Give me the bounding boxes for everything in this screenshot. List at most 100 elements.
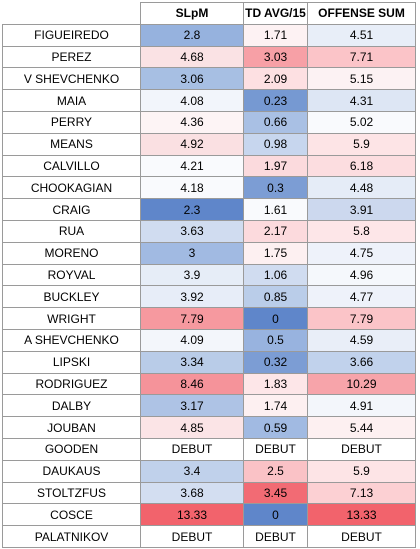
offense-sum-cell: 4.31 [307,89,416,112]
header-offense-sum: OFFENSE SUM [307,2,416,25]
fighter-name-cell: MORENO [2,241,141,265]
offense-sum-cell: 7.79 [307,307,416,330]
fighter-name-cell: PEREZ [2,45,141,69]
table-row: WRIGHT 7.79 0 7.79 [2,307,416,330]
table-row: CHOOKAGIAN 4.18 0.3 4.48 [2,176,416,200]
fighter-name-cell: A SHEVCHENKO [2,328,141,352]
offense-sum-cell: 4.77 [307,285,416,309]
fighter-name-cell: BUCKLEY [2,285,141,309]
fighter-name-cell: ROYVAL [2,263,141,287]
slpm-cell: 4.85 [140,416,244,439]
slpm-cell: 4.36 [140,110,244,134]
slpm-cell: 2.8 [140,23,244,47]
table-row: PEREZ 4.68 3.03 7.71 [2,45,416,69]
table-row: CRAIG 2.3 1.61 3.91 [2,198,416,221]
td-avg-cell: 1.61 [243,198,308,221]
fighter-name-cell: V SHEVCHENKO [2,67,141,91]
td-avg-cell: 0.32 [243,350,308,374]
td-avg-cell: 1.74 [243,394,308,418]
offense-sum-cell: 13.33 [307,503,416,527]
fighter-name-cell: DAUKAUS [2,459,141,483]
slpm-cell: 4.18 [140,176,244,200]
td-avg-cell: 0.66 [243,110,308,134]
slpm-cell: 3.9 [140,263,244,287]
td-avg-cell: 0 [243,307,308,330]
td-avg-cell: 0.3 [243,176,308,200]
table-row: GOODEN DEBUT DEBUT DEBUT [2,437,416,461]
table-row: DALBY 3.17 1.74 4.91 [2,394,416,418]
offense-sum-cell: 4.48 [307,176,416,200]
slpm-cell: DEBUT [140,437,244,461]
header-row: SLpM TD AVG/15 OFFENSE SUM [2,2,416,25]
fighter-name-cell: MAIA [2,89,141,112]
td-avg-cell: 0.59 [243,416,308,439]
td-avg-cell: 2.17 [243,219,308,243]
fighter-name-cell: GOODEN [2,437,141,461]
fighter-name-cell: RODRIGUEZ [2,372,141,396]
corner-header-cell [2,2,141,25]
header-td-avg: TD AVG/15 [243,2,308,25]
offense-sum-cell: 4.91 [307,394,416,418]
table-row: PALATNIKOV DEBUT DEBUT DEBUT [2,525,416,548]
header-slpm: SLpM [140,2,244,25]
fighter-name-cell: CALVILLO [2,154,141,178]
table-row: BUCKLEY 3.92 0.85 4.77 [2,285,416,309]
offense-sum-cell: 5.9 [307,459,416,483]
td-avg-cell: 0.98 [243,132,308,156]
offense-sum-cell: 3.91 [307,198,416,221]
table-row: LIPSKI 3.34 0.32 3.66 [2,350,416,374]
td-avg-cell: 1.97 [243,154,308,178]
table-row: STOLTZFUS 3.68 3.45 7.13 [2,481,416,505]
offense-sum-cell: 4.75 [307,241,416,265]
td-avg-cell: 3.45 [243,481,308,505]
slpm-cell: 4.21 [140,154,244,178]
slpm-cell: 4.09 [140,328,244,352]
slpm-cell: 3.17 [140,394,244,418]
table-row: CALVILLO 4.21 1.97 6.18 [2,154,416,178]
table-row: FIGUEIREDO 2.8 1.71 4.51 [2,23,416,47]
slpm-cell: 4.08 [140,89,244,112]
offense-sum-cell: 5.44 [307,416,416,439]
td-avg-cell: 2.09 [243,67,308,91]
slpm-cell: 4.92 [140,132,244,156]
offense-sum-cell: 6.18 [307,154,416,178]
td-avg-cell: DEBUT [243,437,308,461]
offense-sum-cell: 4.59 [307,328,416,352]
slpm-cell: DEBUT [140,525,244,548]
offense-sum-cell: DEBUT [307,437,416,461]
td-avg-cell: 0.5 [243,328,308,352]
td-avg-cell: 2.5 [243,459,308,483]
td-avg-cell: 0 [243,503,308,527]
table-row: DAUKAUS 3.4 2.5 5.9 [2,459,416,483]
offense-sum-cell: 5.9 [307,132,416,156]
fighter-name-cell: RUA [2,219,141,243]
slpm-cell: 3.92 [140,285,244,309]
table-row: RUA 3.63 2.17 5.8 [2,219,416,243]
table-row: JOUBAN 4.85 0.59 5.44 [2,416,416,439]
td-avg-cell: DEBUT [243,525,308,548]
table-row: MAIA 4.08 0.23 4.31 [2,89,416,112]
table-row: PERRY 4.36 0.66 5.02 [2,110,416,134]
td-avg-cell: 1.06 [243,263,308,287]
slpm-cell: 3.34 [140,350,244,374]
fighter-name-cell: PALATNIKOV [2,525,141,548]
fighter-name-cell: WRIGHT [2,307,141,330]
offense-sum-cell: 5.8 [307,219,416,243]
offense-sum-cell: 7.71 [307,45,416,69]
slpm-cell: 3.68 [140,481,244,505]
td-avg-cell: 1.75 [243,241,308,265]
td-avg-cell: 0.85 [243,285,308,309]
fighter-name-cell: CRAIG [2,198,141,221]
offense-sum-cell: 3.66 [307,350,416,374]
td-avg-cell: 3.03 [243,45,308,69]
fighter-name-cell: FIGUEIREDO [2,23,141,47]
table-row: V SHEVCHENKO 3.06 2.09 5.15 [2,67,416,91]
table-row: COSCE 13.33 0 13.33 [2,503,416,527]
slpm-cell: 7.79 [140,307,244,330]
fighter-name-cell: DALBY [2,394,141,418]
offense-sum-cell: 7.13 [307,481,416,505]
td-avg-cell: 1.71 [243,23,308,47]
slpm-cell: 3.63 [140,219,244,243]
slpm-cell: 13.33 [140,503,244,527]
offense-sum-cell: 10.29 [307,372,416,396]
